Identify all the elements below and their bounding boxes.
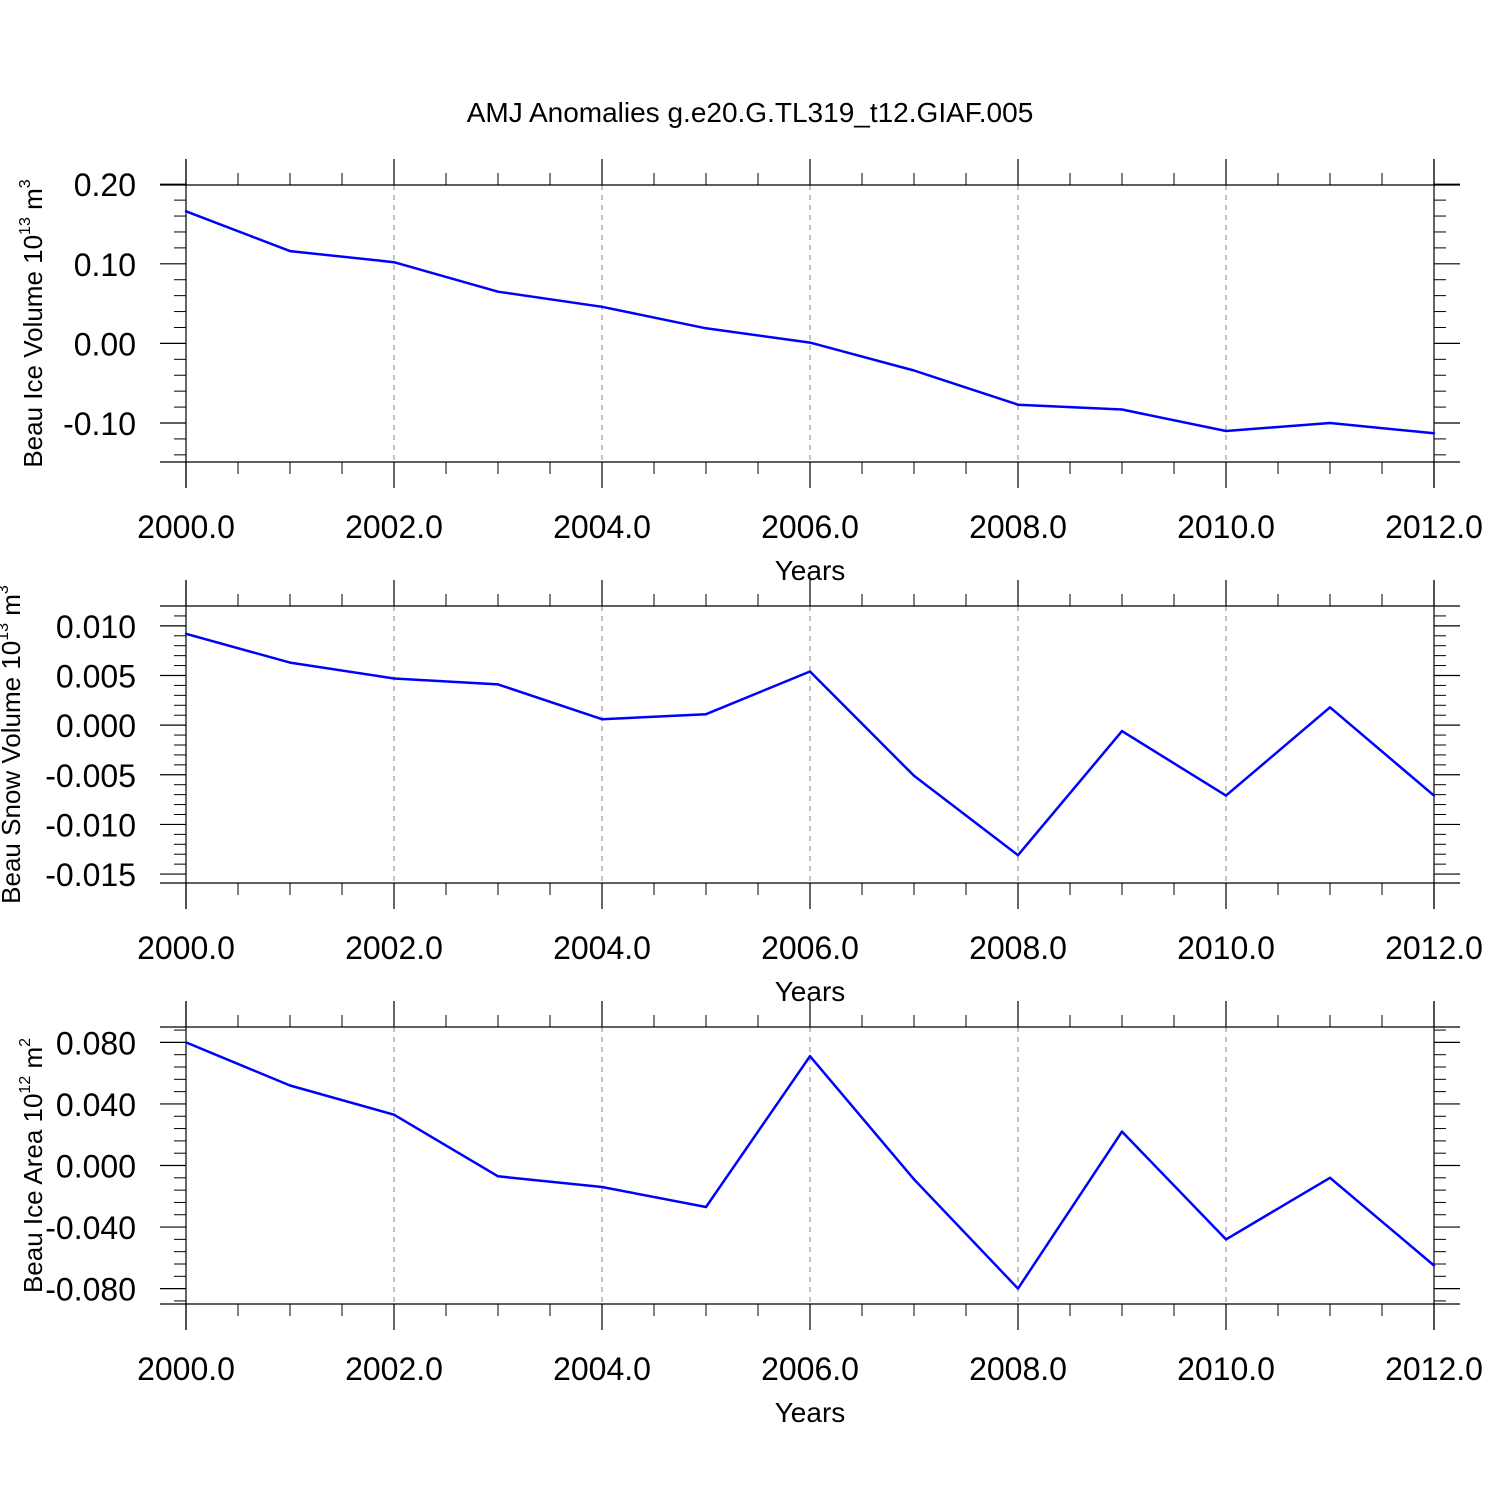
data-point (808, 341, 812, 344)
y-axis-label-part: 13 (17, 217, 34, 235)
x-tick-label: 2008.0 (969, 930, 1067, 966)
x-tick-label: 2000.0 (137, 509, 235, 545)
x-tick-label: 2002.0 (345, 930, 443, 966)
chart-panel-1: 0.20 0.10 0.00 -0.10 2000.0 2002.0 2004.0 2006.… (17, 159, 1483, 586)
y-tick-label: -0.040 (45, 1210, 136, 1246)
figure-title: AMJ Anomalies g.e20.G.TL319_t12.GIAF.005 (467, 97, 1034, 128)
data-point (1120, 408, 1124, 411)
y-tick-label: -0.10 (63, 406, 136, 442)
x-axis-label: Years (775, 1397, 846, 1428)
x-tick-label: 2010.0 (1177, 509, 1275, 545)
data-point (1016, 1287, 1020, 1290)
x-tick-label: 2004.0 (553, 509, 651, 545)
y-axis-label-part: m (18, 1047, 48, 1076)
y-tick-label: -0.080 (45, 1272, 136, 1308)
data-point (1328, 706, 1332, 709)
data-point (808, 670, 812, 673)
data-point (392, 1113, 396, 1116)
chart-panel-2: 0.010 0.005 0.000 -0.005 -0.010 -0.015 2000.0 2… (0, 580, 1483, 1007)
data-point (704, 1205, 708, 1209)
y-axis-label-part: Beau Ice Area 10 (18, 1094, 48, 1293)
y-tick-label: -0.015 (45, 857, 136, 893)
data-point (1224, 429, 1228, 433)
x-tick-label: 2008.0 (969, 509, 1067, 545)
x-tick-label: 2010.0 (1177, 930, 1275, 966)
data-point (600, 1185, 604, 1189)
y-tick-label: -0.005 (45, 758, 136, 794)
x-tick-label: 2002.0 (345, 509, 443, 545)
chart-panel-3: 0.080 0.040 0.000 -0.040 -0.080 2000.0 2002.0 2… (17, 1001, 1483, 1428)
y-tick-label: 0.005 (56, 658, 136, 694)
data-point (1120, 729, 1124, 733)
data-point (912, 774, 916, 777)
data-point (184, 632, 188, 635)
x-tick-label: 2012.0 (1385, 930, 1483, 966)
data-point (912, 369, 916, 372)
data-point (1328, 1176, 1332, 1180)
data-point (1432, 432, 1436, 435)
data-point (1224, 1238, 1228, 1241)
data-point (288, 661, 292, 664)
y-axis-label-part: m (18, 188, 48, 217)
data-point (1432, 794, 1436, 797)
data-point (184, 210, 188, 213)
data-point (600, 305, 604, 308)
y-axis-label-part: 13 (0, 623, 12, 641)
y-axis-label-part: 3 (17, 179, 34, 188)
y-tick-label: 0.20 (74, 167, 136, 203)
data-point (704, 327, 708, 330)
x-tick-label: 2006.0 (761, 930, 859, 966)
y-tick-label: 0.00 (74, 326, 136, 362)
x-tick-label: 2004.0 (553, 930, 651, 966)
x-tick-label: 2012.0 (1385, 509, 1483, 545)
y-axis-label-part: Beau Ice Volume 10 (18, 235, 48, 468)
x-tick-label: 2000.0 (137, 1351, 235, 1387)
y-axis-label: Beau Snow Volume 1013 m3 (0, 585, 26, 904)
data-point (496, 290, 500, 293)
panels: 0.20 0.10 0.00 -0.10 2000.0 2002.0 2004.0 2006.… (0, 159, 1483, 1428)
data-point (704, 713, 708, 716)
data-point (808, 1055, 812, 1058)
data-point (288, 249, 292, 253)
x-tick-label: 2006.0 (761, 1351, 859, 1387)
data-point (1120, 1130, 1124, 1133)
data-point (496, 1175, 500, 1178)
data-point (1328, 421, 1332, 425)
x-tick-label: 2000.0 (137, 930, 235, 966)
data-point (184, 1041, 188, 1044)
y-axis-label-part: Beau Snow Volume 10 (0, 641, 26, 904)
x-tick-label: 2010.0 (1177, 1351, 1275, 1387)
data-point (288, 1084, 292, 1087)
y-tick-label: 0.010 (56, 609, 136, 645)
y-axis-label-part: m (0, 594, 26, 623)
y-axis-label-part: 2 (17, 1038, 34, 1047)
x-tick-label: 2006.0 (761, 509, 859, 545)
y-axis-label: Beau Ice Area 1012 m2 (17, 1038, 48, 1293)
y-tick-label: 0.080 (56, 1025, 136, 1061)
y-tick-label: 0.000 (56, 1149, 136, 1185)
y-tick-label: 0.000 (56, 708, 136, 744)
data-point (496, 683, 500, 686)
x-tick-label: 2002.0 (345, 1351, 443, 1387)
data-point (1016, 854, 1020, 857)
data-point (1432, 1264, 1436, 1267)
y-tick-label: -0.010 (45, 807, 136, 843)
data-point (1016, 403, 1020, 406)
y-tick-label: 0.10 (74, 247, 136, 283)
data-point (1224, 794, 1228, 797)
x-tick-label: 2008.0 (969, 1351, 1067, 1387)
y-axis-label: Beau Ice Volume 1013 m3 (17, 179, 48, 467)
y-axis-label-part: 3 (0, 585, 12, 594)
x-tick-label: 2012.0 (1385, 1351, 1483, 1387)
data-point (600, 717, 604, 721)
data-point (392, 261, 396, 264)
y-tick-label: 0.040 (56, 1087, 136, 1123)
x-tick-label: 2004.0 (553, 1351, 651, 1387)
data-point (912, 1178, 916, 1181)
y-axis-label-part: 12 (17, 1076, 34, 1094)
data-point (392, 677, 396, 680)
